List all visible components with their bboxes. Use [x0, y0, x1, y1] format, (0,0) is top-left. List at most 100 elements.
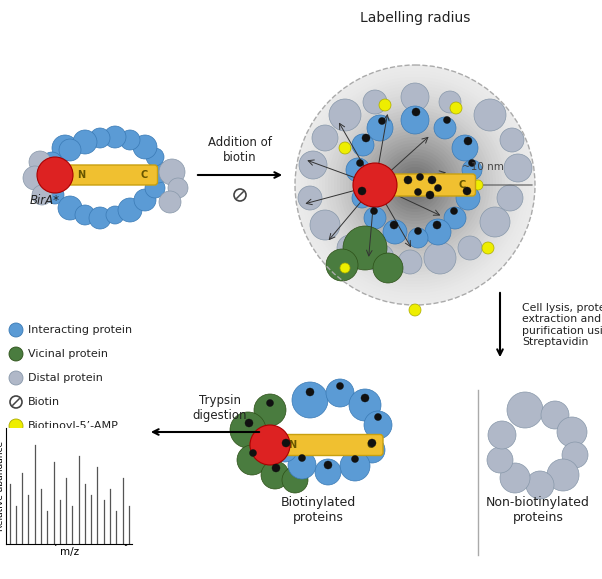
Circle shape	[425, 219, 451, 245]
Circle shape	[346, 116, 484, 254]
Circle shape	[47, 167, 69, 189]
Circle shape	[444, 207, 466, 229]
Circle shape	[9, 371, 23, 385]
Circle shape	[324, 461, 332, 469]
Circle shape	[401, 83, 429, 111]
Circle shape	[337, 107, 493, 263]
Circle shape	[146, 148, 164, 166]
Circle shape	[373, 253, 403, 283]
Circle shape	[331, 101, 499, 269]
Circle shape	[9, 347, 23, 361]
Circle shape	[306, 388, 314, 396]
Circle shape	[401, 106, 429, 134]
Circle shape	[434, 117, 456, 139]
Circle shape	[145, 178, 165, 198]
Circle shape	[316, 86, 514, 284]
Circle shape	[312, 125, 338, 151]
Circle shape	[295, 65, 535, 305]
Circle shape	[343, 226, 387, 270]
Circle shape	[267, 400, 273, 406]
Circle shape	[325, 95, 505, 275]
Text: N: N	[78, 170, 85, 180]
Circle shape	[334, 104, 496, 266]
Circle shape	[319, 89, 511, 281]
Circle shape	[37, 157, 73, 193]
Circle shape	[562, 442, 588, 468]
Circle shape	[433, 221, 441, 229]
Text: C: C	[459, 180, 466, 190]
Circle shape	[474, 99, 506, 131]
Circle shape	[428, 176, 436, 184]
Circle shape	[412, 182, 418, 188]
Circle shape	[159, 159, 185, 185]
Circle shape	[326, 249, 358, 281]
Circle shape	[337, 235, 363, 261]
Circle shape	[370, 140, 460, 230]
Circle shape	[458, 236, 482, 260]
Circle shape	[254, 394, 286, 426]
Text: Biotinylated
proteins: Biotinylated proteins	[281, 496, 356, 524]
X-axis label: m/z: m/z	[60, 547, 79, 557]
Text: Distal protein: Distal protein	[28, 373, 103, 383]
Circle shape	[409, 179, 421, 191]
Circle shape	[417, 174, 423, 181]
Circle shape	[383, 220, 407, 244]
Circle shape	[424, 242, 456, 274]
Circle shape	[339, 142, 351, 154]
Circle shape	[406, 176, 424, 194]
Circle shape	[292, 382, 328, 418]
Circle shape	[500, 128, 524, 152]
Circle shape	[134, 189, 156, 211]
Text: Addition of
biotin: Addition of biotin	[208, 136, 272, 164]
Circle shape	[373, 143, 457, 227]
FancyBboxPatch shape	[277, 434, 383, 456]
Circle shape	[367, 115, 393, 141]
Circle shape	[394, 164, 436, 206]
Circle shape	[379, 149, 451, 221]
Circle shape	[488, 421, 516, 449]
Circle shape	[168, 178, 188, 198]
Circle shape	[352, 122, 478, 248]
Circle shape	[382, 152, 448, 218]
Circle shape	[250, 425, 290, 465]
Circle shape	[349, 119, 481, 251]
Circle shape	[408, 228, 428, 248]
Circle shape	[9, 419, 23, 433]
Circle shape	[133, 135, 157, 159]
Circle shape	[23, 166, 47, 190]
Text: Non-biotinylated
proteins: Non-biotinylated proteins	[486, 496, 590, 524]
Circle shape	[462, 160, 482, 180]
Circle shape	[450, 207, 458, 214]
Circle shape	[147, 161, 169, 183]
Circle shape	[379, 118, 385, 124]
Circle shape	[310, 210, 340, 240]
Circle shape	[359, 437, 385, 463]
Text: N: N	[385, 180, 394, 190]
Circle shape	[46, 186, 64, 204]
Text: N: N	[288, 440, 296, 450]
Text: C: C	[141, 170, 148, 180]
Circle shape	[59, 139, 81, 161]
Circle shape	[120, 130, 140, 150]
Text: ~10 nm: ~10 nm	[462, 162, 504, 172]
Circle shape	[362, 134, 370, 142]
Circle shape	[322, 92, 508, 278]
Circle shape	[464, 137, 472, 145]
Circle shape	[315, 459, 341, 485]
Circle shape	[473, 180, 483, 190]
Circle shape	[272, 464, 280, 472]
Circle shape	[415, 228, 421, 234]
Circle shape	[29, 151, 51, 173]
Circle shape	[376, 146, 454, 224]
Circle shape	[352, 188, 372, 208]
Circle shape	[547, 459, 579, 491]
Circle shape	[409, 304, 421, 316]
Circle shape	[404, 176, 412, 184]
Text: Interacting protein: Interacting protein	[28, 325, 132, 335]
Circle shape	[480, 207, 510, 237]
Circle shape	[234, 189, 246, 201]
Circle shape	[507, 392, 543, 428]
Circle shape	[261, 461, 289, 489]
Circle shape	[452, 135, 478, 161]
Circle shape	[237, 445, 267, 475]
